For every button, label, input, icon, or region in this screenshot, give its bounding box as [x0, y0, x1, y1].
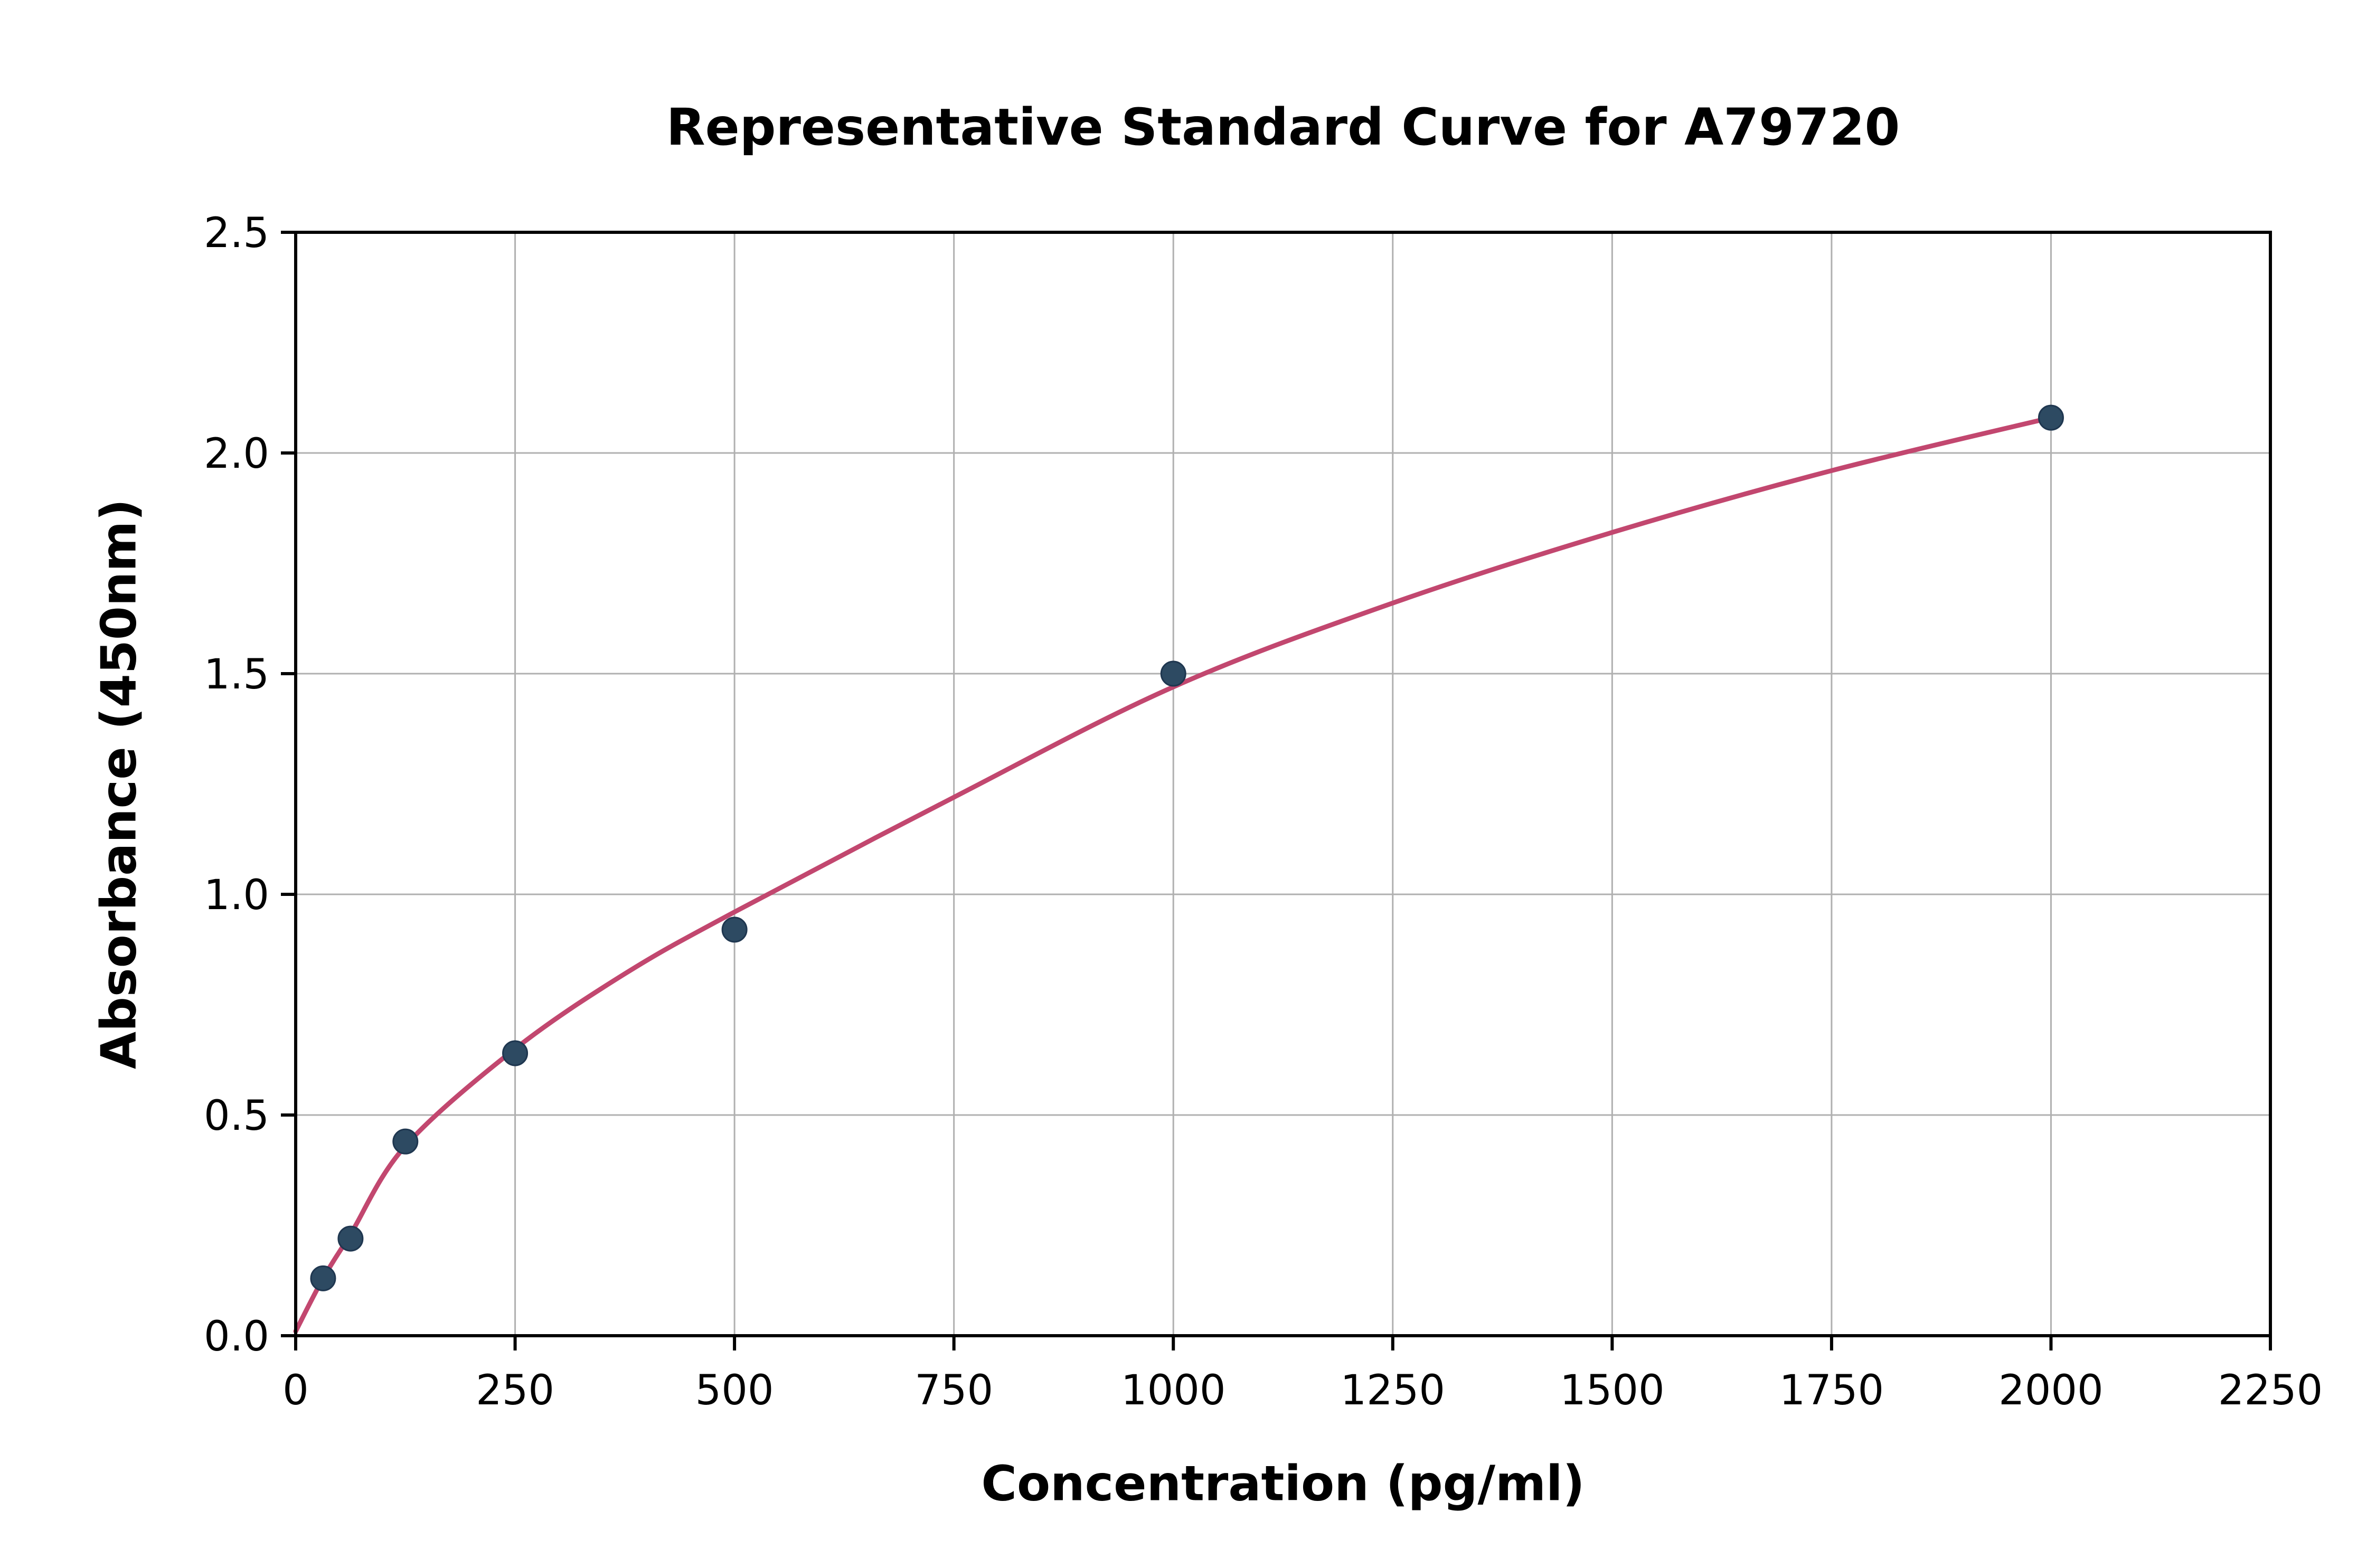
x-tick-label: 250 — [476, 1367, 554, 1414]
x-tick-label: 1250 — [1341, 1367, 1446, 1414]
data-point — [337, 1225, 364, 1252]
data-point — [310, 1265, 336, 1291]
x-tick-label: 2000 — [1998, 1367, 2104, 1414]
x-tick-label: 0 — [282, 1367, 309, 1414]
y-tick-label: 1.0 — [204, 872, 269, 919]
data-point — [1160, 660, 1186, 687]
y-tick-label: 2.0 — [204, 430, 269, 478]
x-axis-label: Concentration (pg/ml) — [981, 1455, 1585, 1512]
plot-frame — [294, 231, 2272, 1337]
data-point — [2038, 404, 2064, 431]
y-tick-label: 0.0 — [204, 1313, 269, 1361]
y-tick-label: 2.5 — [204, 210, 269, 257]
x-tick-label: 500 — [695, 1367, 774, 1414]
x-tick-label: 2250 — [2218, 1367, 2323, 1414]
data-point — [502, 1040, 529, 1066]
x-tick-label: 1000 — [1121, 1367, 1226, 1414]
y-tick-label: 0.5 — [204, 1092, 269, 1140]
fit-curve — [293, 415, 2053, 1334]
data-point — [392, 1128, 419, 1155]
chart-title: Representative Standard Curve for A79720 — [666, 98, 1900, 157]
x-tick-label: 1500 — [1560, 1367, 1665, 1414]
y-axis-label: Absorbance (450nm) — [90, 498, 147, 1070]
data-point — [721, 917, 748, 943]
x-tick-label: 750 — [914, 1367, 993, 1414]
x-tick-label: 1750 — [1779, 1367, 1884, 1414]
y-tick-label: 1.5 — [204, 651, 269, 698]
